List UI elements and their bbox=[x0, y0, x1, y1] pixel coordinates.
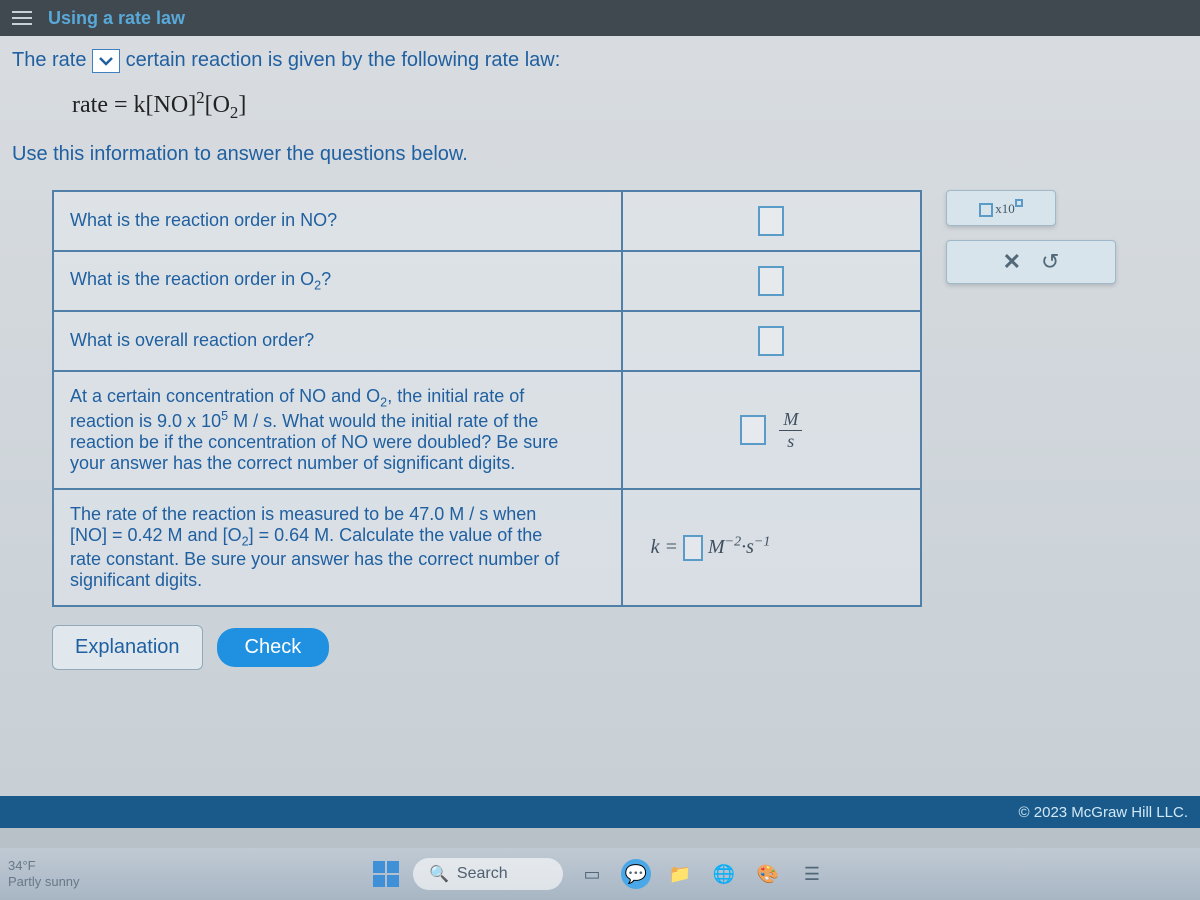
question-table: What is the reaction order in NO? What i… bbox=[52, 190, 922, 607]
app-top-bar: Using a rate law bbox=[0, 0, 1200, 36]
exponent-box-icon bbox=[1015, 199, 1023, 207]
q2-text: What is the reaction order in O2? bbox=[53, 251, 622, 311]
start-button[interactable] bbox=[373, 861, 399, 887]
explorer-icon[interactable]: 📁 bbox=[665, 859, 695, 889]
q4-text: At a certain concentration of NO and O2,… bbox=[53, 371, 622, 490]
tool-panel: x10 ✕ ↺ bbox=[946, 190, 1116, 607]
q3-answer-cell bbox=[622, 311, 921, 371]
taskbar-center: 🔍 Search ▭ 💬 📁 🌐 🎨 ☰ bbox=[373, 858, 827, 890]
weather-widget[interactable]: 34°F Partly sunny bbox=[8, 858, 80, 889]
intro-line: The rate certain reaction is given by th… bbox=[12, 44, 1188, 76]
intro-part2: certain reaction is given by the followi… bbox=[126, 49, 561, 71]
q4-answer-cell: M s bbox=[622, 371, 921, 490]
q1-answer-cell bbox=[622, 191, 921, 251]
q5-answer-cell: k = M−2·s−1 bbox=[622, 489, 921, 606]
search-placeholder: Search bbox=[457, 865, 508, 883]
action-buttons: Explanation Check bbox=[52, 625, 1188, 670]
q1-text: What is the reaction order in NO? bbox=[53, 191, 622, 251]
sci-notation-tool: x10 bbox=[946, 190, 1056, 226]
weather-condition: Partly sunny bbox=[8, 874, 80, 890]
table-row: The rate of the reaction is measured to … bbox=[53, 489, 921, 606]
box-icon bbox=[979, 203, 993, 217]
table-row: What is overall reaction order? bbox=[53, 311, 921, 371]
q5-input[interactable] bbox=[683, 535, 703, 561]
q3-text: What is overall reaction order? bbox=[53, 311, 622, 371]
search-icon: 🔍 bbox=[429, 864, 449, 884]
q4-unit: M s bbox=[779, 409, 802, 452]
settings-icon[interactable]: ☰ bbox=[797, 859, 827, 889]
app-icon[interactable]: 🎨 bbox=[753, 859, 783, 889]
table-row: What is the reaction order in O2? bbox=[53, 251, 921, 311]
clear-button[interactable]: ✕ bbox=[1003, 249, 1021, 275]
taskview-icon[interactable]: ▭ bbox=[577, 859, 607, 889]
chat-icon[interactable]: 💬 bbox=[621, 859, 651, 889]
edit-tools: ✕ ↺ bbox=[946, 240, 1116, 284]
page-title: Using a rate law bbox=[48, 8, 185, 29]
edge-icon[interactable]: 🌐 bbox=[709, 859, 739, 889]
q1-input[interactable] bbox=[758, 206, 784, 236]
copyright-text: © 2023 McGraw Hill LLC. bbox=[1019, 804, 1188, 821]
temperature: 34°F bbox=[8, 858, 80, 874]
table-row: At a certain concentration of NO and O2,… bbox=[53, 371, 921, 490]
windows-taskbar: 34°F Partly sunny 🔍 Search ▭ 💬 📁 🌐 🎨 ☰ bbox=[0, 848, 1200, 900]
q3-input[interactable] bbox=[758, 326, 784, 356]
taskbar-search[interactable]: 🔍 Search bbox=[413, 858, 563, 890]
explanation-button[interactable]: Explanation bbox=[52, 625, 203, 670]
chevron-down-icon bbox=[99, 56, 113, 66]
rate-equation: rate = k[NO]2[O2] bbox=[72, 88, 1188, 123]
menu-icon[interactable] bbox=[12, 11, 32, 25]
q2-input[interactable] bbox=[758, 266, 784, 296]
q5-expression: k = M−2·s−1 bbox=[651, 536, 771, 558]
copyright-bar: © 2023 McGraw Hill LLC. bbox=[0, 796, 1200, 828]
content-area: The rate certain reaction is given by th… bbox=[0, 36, 1200, 796]
intro-part1: The rate bbox=[12, 49, 86, 71]
sci-notation-button[interactable]: x10 bbox=[979, 199, 1023, 217]
q5-text: The rate of the reaction is measured to … bbox=[53, 489, 622, 606]
table-row: What is the reaction order in NO? bbox=[53, 191, 921, 251]
q4-input[interactable] bbox=[740, 415, 766, 445]
q2-answer-cell bbox=[622, 251, 921, 311]
instruction-text: Use this information to answer the quest… bbox=[12, 143, 1188, 166]
dropdown-indicator[interactable] bbox=[92, 49, 120, 73]
undo-button[interactable]: ↺ bbox=[1041, 249, 1059, 275]
check-button[interactable]: Check bbox=[217, 628, 330, 667]
